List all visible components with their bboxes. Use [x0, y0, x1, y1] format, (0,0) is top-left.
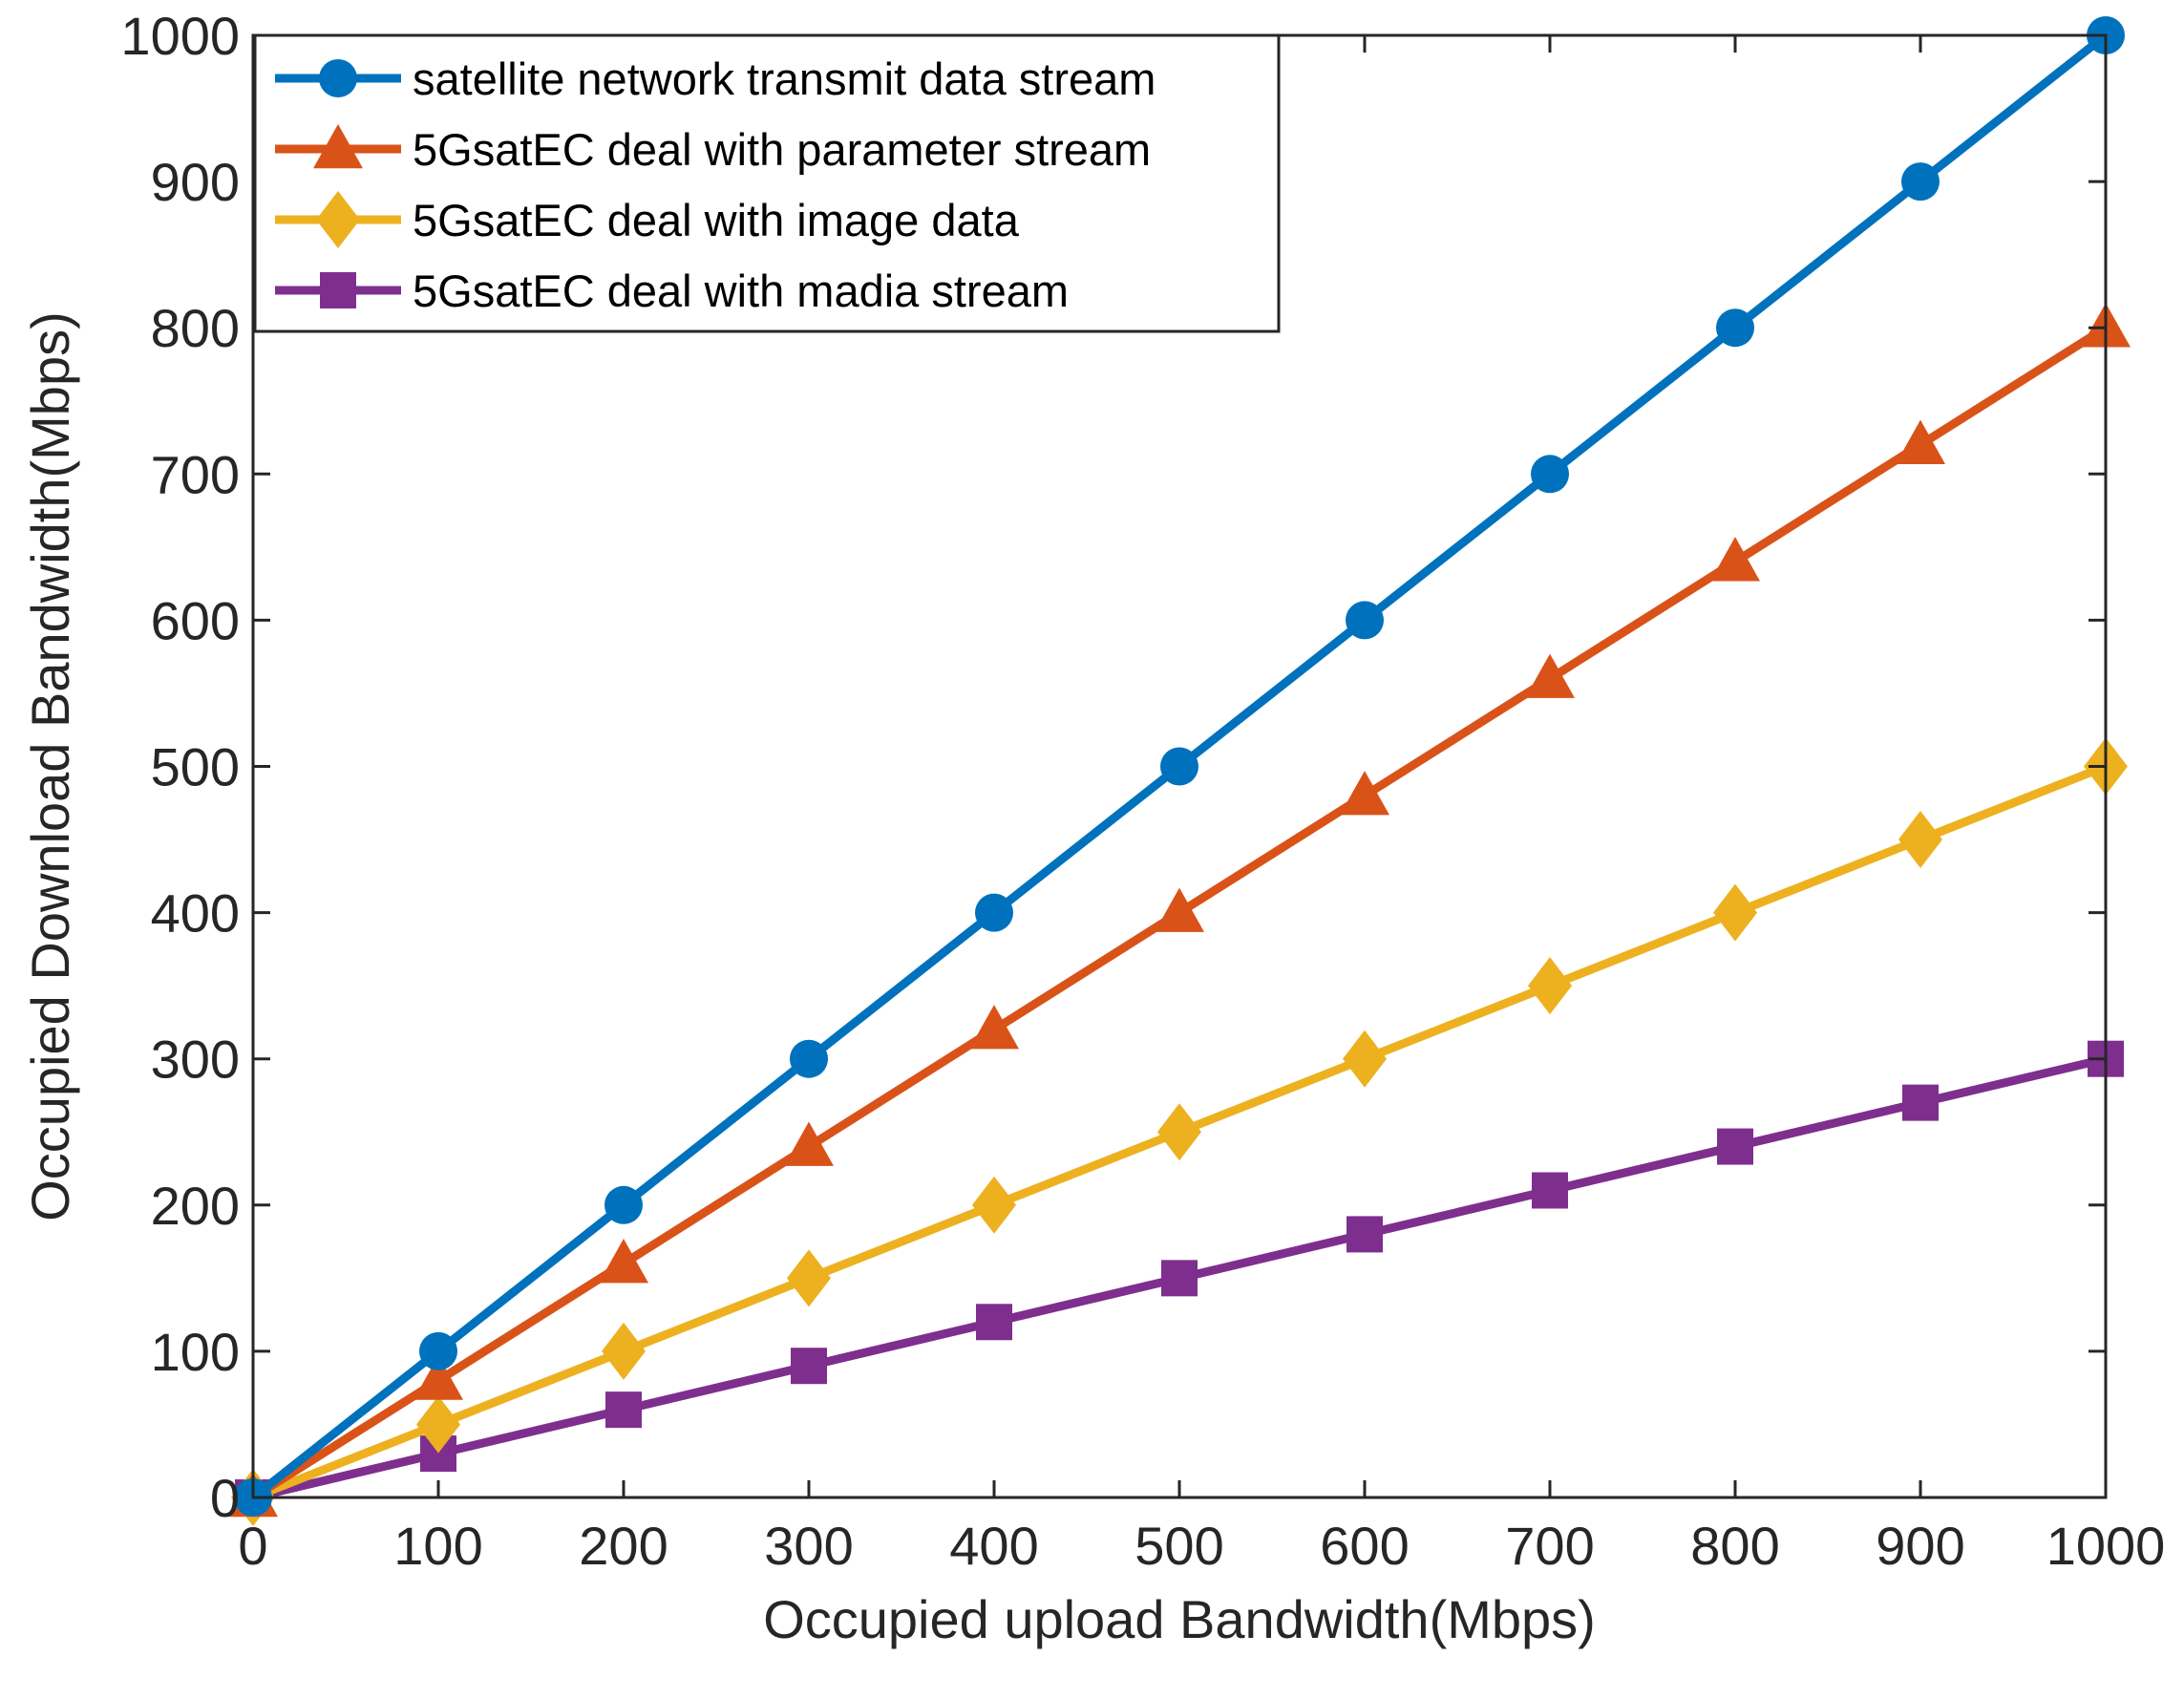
y-tick-label-8: 800 [151, 298, 240, 358]
data-point-s3-1 [416, 1395, 460, 1454]
data-point-s1-9 [1901, 162, 1940, 202]
data-point-s2-2 [599, 1239, 648, 1284]
data-point-s3-3 [787, 1249, 831, 1307]
axes-layer: 0 100 200 300 400 500 600 700 800 900 1000 0 100 200 3… [120, 6, 2165, 1576]
legend-item-4: 5GsatEC deal with madia stream [275, 265, 1069, 316]
data-point-s1-6 [1346, 601, 1384, 640]
legend-marker-4 [320, 272, 356, 308]
data-point-s2-6 [1340, 771, 1389, 816]
y-tick-label-9: 900 [151, 152, 240, 212]
legend-label-2: 5GsatEC deal with parameter stream [413, 124, 1151, 175]
y-tick-label-0: 0 [210, 1468, 240, 1528]
legend-label-3: 5GsatEC deal with image data [413, 195, 1020, 245]
legend-label-4: 5GsatEC deal with madia stream [413, 265, 1069, 316]
data-point-s3-7 [1528, 957, 1572, 1015]
x-tick-label-6: 600 [1320, 1516, 1409, 1576]
x-tick-label-0: 0 [238, 1516, 267, 1576]
data-point-s3-8 [1713, 883, 1757, 942]
data-point-s2-7 [1525, 653, 1575, 698]
data-point-s4-4 [976, 1304, 1012, 1341]
x-axis-label: Occupied upload Bandwidth(Mbps) [763, 1589, 1596, 1649]
data-point-s1-2 [604, 1185, 643, 1224]
data-point-s3-4 [972, 1176, 1016, 1234]
x-tick-label-2: 200 [579, 1516, 668, 1576]
data-point-s3-2 [602, 1322, 646, 1380]
data-point-s4-8 [1717, 1128, 1753, 1165]
data-point-s1-5 [1160, 747, 1198, 786]
y-tick-label-4: 400 [151, 883, 240, 944]
data-point-s3-9 [1898, 811, 1942, 869]
y-tick-label-1: 100 [151, 1322, 240, 1382]
data-point-s3-6 [1343, 1030, 1387, 1088]
data-point-s1-8 [1716, 308, 1754, 348]
data-point-s2-5 [1155, 887, 1204, 932]
legend-marker-3 [316, 191, 360, 248]
legend-item-3: 5GsatEC deal with image data [275, 191, 1020, 248]
x-tick-label-8: 800 [1690, 1516, 1779, 1576]
x-tick-label-4: 400 [949, 1516, 1038, 1576]
legend-marker-2 [313, 124, 363, 169]
y-tick-label-6: 600 [151, 590, 240, 650]
y-tick-label-2: 200 [151, 1176, 240, 1236]
legend-item-1: satellite network transmit data stream [275, 53, 1156, 104]
x-tick-label-7: 700 [1505, 1516, 1594, 1576]
legend-item-2: 5GsatEC deal with parameter stream [275, 124, 1151, 175]
series-1 [234, 16, 2125, 1517]
x-tick-label-1: 100 [393, 1516, 482, 1576]
series-2 [228, 303, 2131, 1518]
data-point-s1-1 [419, 1331, 457, 1370]
legend-label-1: satellite network transmit data stream [413, 53, 1156, 104]
legend: satellite network transmit data stream 5G… [253, 33, 1281, 333]
data-point-s4-5 [1161, 1260, 1198, 1297]
data-point-s2-3 [784, 1121, 834, 1166]
x-tick-label-10: 1000 [2046, 1516, 2166, 1576]
legend-marker-1 [319, 59, 357, 97]
legend-box [253, 33, 1281, 333]
data-point-s1-7 [1531, 455, 1569, 494]
y-tick-label-3: 300 [151, 1030, 240, 1090]
data-point-s4-7 [1532, 1172, 1568, 1209]
x-tick-label-9: 900 [1876, 1516, 1964, 1576]
data-point-s1-3 [790, 1039, 828, 1078]
data-point-s1-4 [975, 893, 1013, 932]
data-point-s4-9 [1902, 1084, 1939, 1121]
y-tick-label-5: 500 [151, 737, 240, 797]
y-axis-label: Occupied Download Bandwidth(Mbps) [20, 311, 80, 1221]
x-tick-label-3: 300 [764, 1516, 853, 1576]
y-tick-label-7: 700 [151, 444, 240, 504]
data-point-s4-6 [1346, 1216, 1383, 1253]
data-point-s2-8 [1710, 537, 1760, 582]
data-point-s2-1 [413, 1355, 463, 1400]
data-point-s4-2 [605, 1391, 642, 1429]
series-layer [228, 16, 2131, 1526]
data-point-s4-3 [791, 1348, 827, 1385]
data-point-s2-4 [969, 1005, 1019, 1050]
x-tick-label-5: 500 [1134, 1516, 1223, 1576]
data-point-s3-5 [1157, 1103, 1201, 1161]
data-point-s2-9 [1896, 419, 1945, 464]
y-tick-label-10: 1000 [120, 6, 240, 66]
